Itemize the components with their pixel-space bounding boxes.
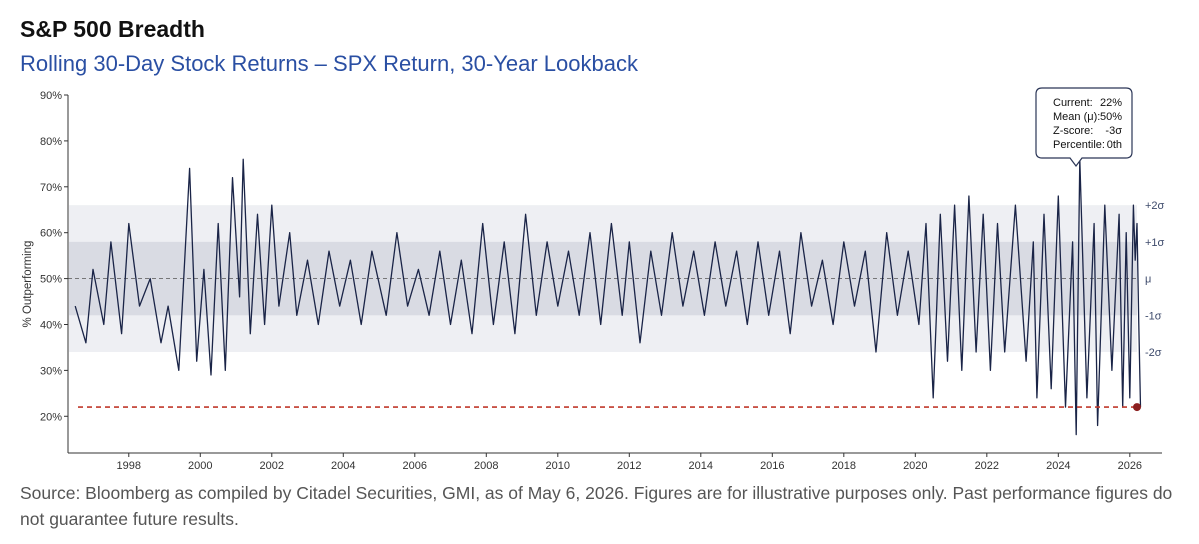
x-tick-label: 2012 (617, 460, 641, 472)
y-tick-label: 50% (40, 274, 62, 286)
x-tick-label: 1998 (117, 460, 141, 472)
y-tick-labels: 20% 30% 40% 50% 60% 70% 80% 90% (40, 90, 68, 423)
current-level-marker (1133, 403, 1141, 412)
current-level (78, 403, 1141, 412)
x-tick-label: 2002 (260, 460, 284, 472)
stat-label: Current: (1053, 97, 1093, 109)
stats-box-frame (1035, 87, 1133, 167)
sigma-label: -2σ (1145, 347, 1162, 359)
stats-box: Current: 22%Mean (μ): 50% Z-score: -3σPercen… (1035, 87, 1133, 167)
stat-value: 22% (1100, 97, 1122, 109)
x-tick-label: 2024 (1046, 460, 1070, 472)
source-note: Source: Bloomberg as compiled by Citadel… (20, 483, 1173, 529)
stat-value: 50% (1100, 111, 1122, 123)
series-layer (74, 158, 1142, 436)
x-tick-label: 2008 (474, 460, 498, 472)
x-tick-label: 2014 (689, 460, 713, 472)
series-line-0 (74, 158, 1142, 436)
sigma-label: +1σ (1145, 237, 1165, 249)
sigma-label: μ (1145, 274, 1151, 286)
y-tick-label: 40% (40, 319, 62, 331)
y-tick-label: 60% (40, 228, 62, 240)
stat-label: Percentile: (1053, 139, 1105, 151)
x-tick-label: 2022 (975, 460, 999, 472)
y-tick-label: 30% (40, 365, 62, 377)
sigma-labels: +2σ +1σ μ -1σ -2σ (1145, 200, 1165, 359)
x-tick-label: 2000 (188, 460, 212, 472)
x-tick-label: 2010 (546, 460, 570, 472)
stat-label: Z-score: (1053, 125, 1093, 137)
stat-value: -3σ (1105, 125, 1122, 137)
y-tick-label: 80% (40, 136, 62, 148)
chart-title: S&P 500 Breadth (20, 16, 205, 42)
x-tick-label: 2026 (1118, 460, 1142, 472)
axes (67, 95, 1162, 454)
y-tick-label: 90% (40, 90, 62, 102)
x-tick-label: 2016 (760, 460, 784, 472)
sigma-label: +2σ (1145, 200, 1165, 212)
y-axis-label: % Outperforming (22, 241, 34, 328)
y-tick-label: 20% (40, 411, 62, 423)
x-tick-label: 2004 (331, 460, 355, 472)
chart-subtitle: Rolling 30-Day Stock Returns – SPX Retur… (20, 51, 638, 76)
stat-value: 0th (1107, 139, 1122, 151)
x-tick-label: 2006 (403, 460, 427, 472)
x-tick-labels: 1998 2000 2002 2004 2006 2008 2010 2012 2014 2016… (117, 453, 1142, 472)
x-tick-label: 2018 (832, 460, 856, 472)
sigma-label: -1σ (1145, 310, 1162, 322)
x-tick-label: 2020 (903, 460, 927, 472)
y-tick-label: 70% (40, 182, 62, 194)
stat-label: Mean (μ): (1053, 111, 1100, 123)
